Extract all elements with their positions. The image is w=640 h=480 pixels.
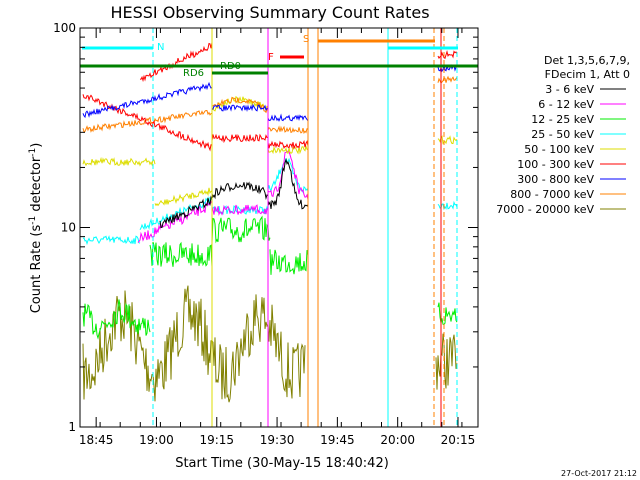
- y-axis-label-part1: Count Rate (s: [29, 225, 44, 314]
- x-tick-label-6: 20:15: [441, 433, 476, 447]
- x-tick-label-0: 18:45: [79, 433, 114, 447]
- series-50-100-trace-0: [82, 156, 156, 167]
- series-100-300-trace-2: [267, 139, 309, 150]
- legend: Det 1,3,5,6,7,9,FDecim 1, Att 0 3 - 6 keV…: [496, 54, 630, 216]
- y-tick-label-2: 100: [53, 21, 76, 35]
- chart-title: HESSI Observing Summary Count Rates: [110, 3, 429, 22]
- legend-label-4: 50 - 100 keV: [524, 143, 594, 156]
- series-12-25-trace-0: [82, 299, 151, 340]
- plot-area: N RD0 RD6 F S 1 10 100 18:45 19:00 19:15 19:30 19:45…: [53, 21, 479, 447]
- legend-label-6: 300 - 800 keV: [517, 173, 594, 186]
- timestamp: 27-Oct-2017 21:12: [561, 469, 637, 478]
- series-25-50-trace-1: [139, 195, 213, 231]
- y-tick-label-0: 1: [68, 420, 76, 434]
- series-300-800-trace-1: [211, 103, 269, 113]
- annotation-4: S: [303, 34, 309, 45]
- annotation-0: N: [157, 42, 164, 53]
- legend-label-0: 3 - 6 keV: [545, 83, 594, 96]
- legend-label-1: 6 - 12 keV: [538, 98, 594, 111]
- series-12-25-trace-1: [149, 241, 213, 267]
- series-6-12-trace-1: [211, 204, 268, 217]
- series-300-800-trace-0: [82, 81, 213, 119]
- series-3-6-trace-0: [159, 195, 213, 229]
- x-tick-label-5: 20:00: [380, 433, 415, 447]
- series-7000-20000-trace-1: [435, 333, 458, 390]
- legend-label-3: 25 - 50 keV: [531, 128, 594, 141]
- legend-label-5: 100 - 300 keV: [517, 158, 594, 171]
- series-12-25-trace-3: [269, 249, 309, 275]
- y-axis-label-sup1: -1: [28, 216, 38, 225]
- y-axis-label-part3: ): [29, 143, 44, 148]
- x-axis-label: Start Time (30-May-15 18:40:42): [175, 456, 389, 471]
- series-6-12-trace-0: [137, 200, 213, 243]
- y-axis-label: Count Rate (s-1 detector-1): [28, 143, 44, 314]
- annotation-3: F: [268, 52, 274, 63]
- y-axis-label-part2: detector: [29, 156, 44, 216]
- legend-header-0: Det 1,3,5,6,7,9,: [544, 54, 630, 67]
- x-tick-label-4: 19:45: [320, 433, 355, 447]
- annotation-1: RD0: [220, 61, 241, 72]
- series-800-7000-trace-0: [82, 109, 213, 133]
- annotation-2: RD6: [183, 68, 204, 79]
- plot-frame: [79, 27, 479, 428]
- series-300-800-trace-2: [267, 113, 309, 122]
- x-tick-label-3: 19:30: [260, 433, 295, 447]
- series-3-6-trace-2: [267, 158, 309, 210]
- x-tick-label-1: 19:00: [139, 433, 174, 447]
- series-12-25-trace-2: [211, 215, 271, 244]
- legend-label-2: 12 - 25 keV: [531, 113, 594, 126]
- series-3-6-trace-1: [211, 181, 269, 200]
- legend-header-1: FDecim 1, Att 0: [545, 68, 630, 81]
- y-tick-label-1: 10: [61, 221, 76, 235]
- legend-label-8: 7000 - 20000 keV: [496, 203, 594, 216]
- series-100-300-trace-1: [211, 133, 269, 144]
- series-25-50-trace-0: [82, 235, 141, 246]
- series-50-100-trace-1: [154, 187, 213, 207]
- series-100-300-upper-trace-0: [139, 42, 213, 83]
- series-100-300-trace-0: [82, 94, 212, 152]
- series-800-7000-trace-1: [211, 96, 269, 114]
- x-tick-label-2: 19:15: [199, 433, 234, 447]
- y-axis-label-sup2: -1: [28, 148, 38, 157]
- legend-label-7: 800 - 7000 keV: [510, 188, 594, 201]
- series-7000-20000-trace-0: [82, 285, 306, 403]
- series-800-7000-trace-2: [267, 125, 309, 135]
- series-6-12-trace-2: [267, 150, 309, 200]
- series-50-100-trace-3: [267, 144, 309, 155]
